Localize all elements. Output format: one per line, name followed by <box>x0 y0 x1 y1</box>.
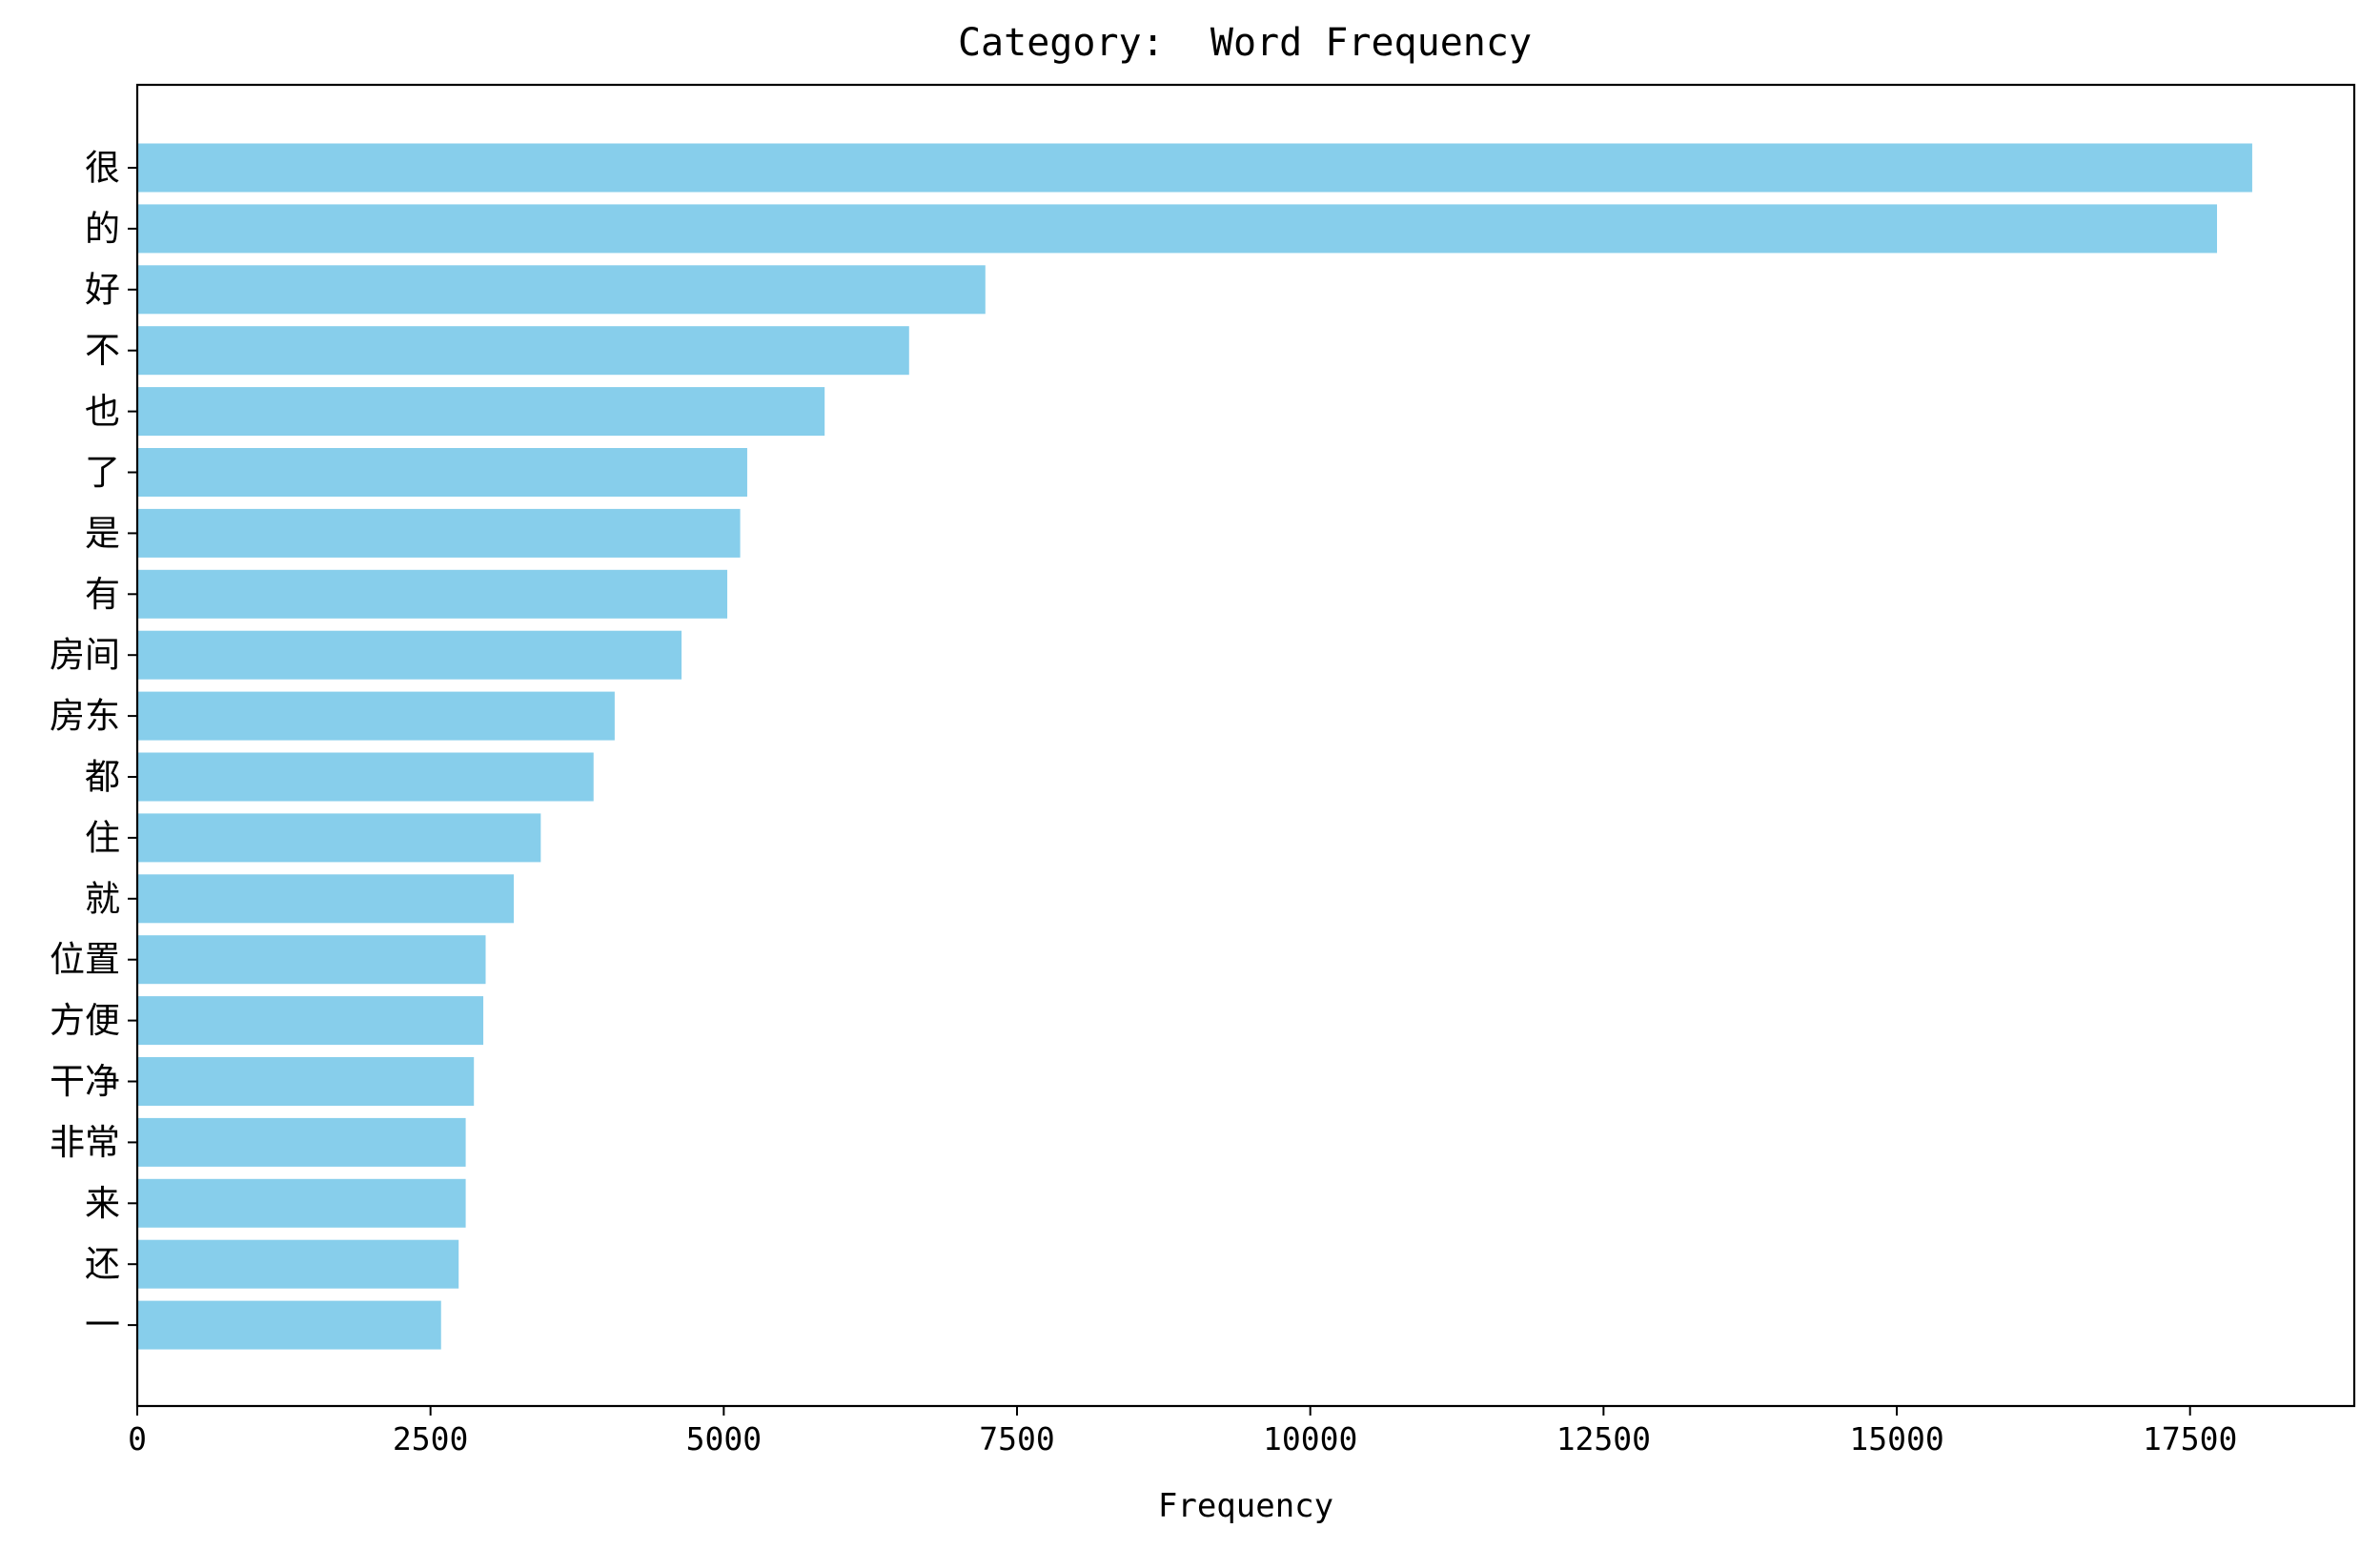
bar <box>137 1239 459 1289</box>
x-tick-label: 5000 <box>686 1420 762 1457</box>
y-tick-label: 干净 <box>50 1061 120 1102</box>
bar <box>137 813 541 863</box>
bar <box>137 387 825 437</box>
y-tick-label: 方便 <box>50 1000 120 1041</box>
y-tick-label: 一 <box>85 1305 120 1346</box>
y-tick-label: 是 <box>85 513 120 554</box>
y-tick-label: 房东 <box>50 696 120 737</box>
y-tick-label: 也 <box>85 391 120 432</box>
bar <box>137 1057 475 1106</box>
bar <box>137 1178 466 1228</box>
y-tick-label: 就 <box>85 878 120 919</box>
bar <box>137 508 741 558</box>
x-tick-label: 0 <box>128 1420 147 1457</box>
y-tick-label: 住 <box>85 817 120 858</box>
chart-title: Category: Word Frequency <box>958 21 1532 65</box>
bar <box>137 630 682 680</box>
y-tick-label: 有 <box>85 574 120 615</box>
x-tick-label: 7500 <box>979 1420 1054 1457</box>
x-axis-label: Frequency <box>1158 1487 1333 1525</box>
x-tick-label: 12500 <box>1556 1420 1651 1457</box>
bar <box>137 1117 466 1167</box>
x-tick-label: 10000 <box>1263 1420 1357 1457</box>
bar <box>137 326 909 376</box>
y-tick-label: 很 <box>85 148 120 189</box>
y-tick-label: 位置 <box>50 939 120 980</box>
bar <box>137 204 2218 254</box>
x-tick-label: 17500 <box>2143 1420 2237 1457</box>
x-tick-label: 15000 <box>1849 1420 1943 1457</box>
y-tick-label: 非常 <box>50 1122 120 1163</box>
bar <box>137 569 728 619</box>
bar <box>137 265 986 315</box>
bar <box>137 996 484 1046</box>
bar <box>137 874 515 924</box>
y-tick-label: 不 <box>85 330 120 371</box>
bar <box>137 1300 441 1350</box>
y-tick-label: 房间 <box>50 635 120 676</box>
y-tick-label: 的 <box>85 208 120 249</box>
y-tick-label: 了 <box>85 452 120 493</box>
y-tick-label: 好 <box>85 269 120 310</box>
x-tick-label: 2500 <box>393 1420 468 1457</box>
y-tick-label: 都 <box>85 757 120 798</box>
y-tick-label: 还 <box>85 1244 120 1285</box>
bar <box>137 935 486 985</box>
bars-layer <box>137 143 2252 1350</box>
bar <box>137 691 615 741</box>
plot-frame <box>135 83 2356 1408</box>
bar <box>137 448 747 497</box>
bar <box>137 752 594 802</box>
bar <box>137 143 2252 193</box>
y-tick-label: 来 <box>85 1183 120 1224</box>
x-axis: 0 2500 5000 7500 10000 12500 15000 17500 <box>128 1406 2237 1457</box>
